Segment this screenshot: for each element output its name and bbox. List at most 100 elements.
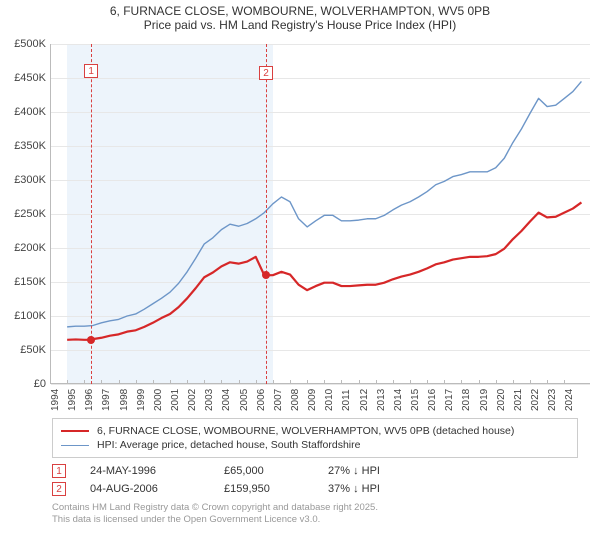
title-address: 6, FURNACE CLOSE, WOMBOURNE, WOLVERHAMPT…	[10, 4, 590, 18]
x-axis-label: 1997	[101, 389, 112, 411]
sale-price-1: £65,000	[224, 465, 304, 477]
sale-badge-1: 1	[84, 64, 98, 78]
y-axis-label: £350K	[0, 140, 46, 152]
y-axis-label: £100K	[0, 310, 46, 322]
x-axis-label: 2019	[479, 389, 490, 411]
y-axis-label: £500K	[0, 38, 46, 50]
x-tick	[119, 380, 120, 384]
x-axis-label: 1995	[67, 389, 78, 411]
title-subtitle: Price paid vs. HM Land Registry's House …	[10, 18, 590, 32]
x-axis-label: 2012	[359, 389, 370, 411]
legend-row-property: 6, FURNACE CLOSE, WOMBOURNE, WOLVERHAMPT…	[61, 424, 569, 438]
gridline	[51, 384, 590, 385]
x-axis-label: 2001	[170, 389, 181, 411]
sale-date-2: 04-AUG-2006	[90, 483, 200, 495]
y-axis-label: £200K	[0, 242, 46, 254]
sale-date-1: 24-MAY-1996	[90, 465, 200, 477]
x-tick	[393, 380, 394, 384]
sales-row-1: 1 24-MAY-1996 £65,000 27% ↓ HPI	[52, 462, 578, 480]
x-tick	[67, 380, 68, 384]
sales-table: 1 24-MAY-1996 £65,000 27% ↓ HPI 2 04-AUG…	[52, 462, 578, 498]
x-tick	[513, 380, 514, 384]
x-axis-label: 2003	[204, 389, 215, 411]
x-axis-label: 2008	[290, 389, 301, 411]
x-axis-label: 2011	[341, 389, 352, 411]
y-axis-label: £300K	[0, 174, 46, 186]
footer-line2: This data is licensed under the Open Gov…	[52, 514, 578, 526]
y-axis-label: £150K	[0, 276, 46, 288]
sale-index-2: 2	[52, 482, 66, 496]
x-tick	[290, 380, 291, 384]
x-axis-label: 2016	[427, 389, 438, 411]
x-tick	[170, 380, 171, 384]
x-tick	[427, 380, 428, 384]
y-axis-label: £400K	[0, 106, 46, 118]
x-tick	[410, 380, 411, 384]
line-series-svg	[50, 44, 590, 384]
x-axis-label: 2006	[256, 389, 267, 411]
x-tick	[153, 380, 154, 384]
x-tick	[221, 380, 222, 384]
series-property	[67, 202, 581, 339]
x-tick	[444, 380, 445, 384]
x-tick	[359, 380, 360, 384]
x-axis-label: 2022	[530, 389, 541, 411]
x-tick	[84, 380, 85, 384]
x-axis-label: 2017	[444, 389, 455, 411]
x-tick	[547, 380, 548, 384]
x-axis-label: 2002	[187, 389, 198, 411]
x-axis-label: 1996	[84, 389, 95, 411]
y-axis-label: £250K	[0, 208, 46, 220]
x-tick	[136, 380, 137, 384]
x-tick	[256, 380, 257, 384]
sales-row-2: 2 04-AUG-2006 £159,950 37% ↓ HPI	[52, 480, 578, 498]
series-hpi	[67, 81, 581, 326]
x-tick	[341, 380, 342, 384]
legend-row-hpi: HPI: Average price, detached house, Sout…	[61, 438, 569, 452]
x-tick	[50, 380, 51, 384]
x-tick	[307, 380, 308, 384]
x-axis-label: 2013	[376, 389, 387, 411]
y-axis-label: £450K	[0, 72, 46, 84]
x-tick	[564, 380, 565, 384]
x-axis-label: 2015	[410, 389, 421, 411]
sale-badge-2: 2	[259, 66, 273, 80]
x-axis-label: 1998	[119, 389, 130, 411]
x-tick	[376, 380, 377, 384]
chart-title: 6, FURNACE CLOSE, WOMBOURNE, WOLVERHAMPT…	[0, 0, 600, 34]
x-axis-label: 2005	[239, 389, 250, 411]
x-tick	[479, 380, 480, 384]
x-tick	[496, 380, 497, 384]
sale-delta-1: 27% ↓ HPI	[328, 465, 380, 477]
x-axis-label: 2023	[547, 389, 558, 411]
x-axis-label: 2010	[324, 389, 335, 411]
legend-swatch-property	[61, 430, 89, 432]
x-tick	[239, 380, 240, 384]
x-axis-label: 2000	[153, 389, 164, 411]
sale-vline-1	[91, 44, 92, 384]
x-axis-label: 2020	[496, 389, 507, 411]
footer-attribution: Contains HM Land Registry data © Crown c…	[52, 502, 578, 526]
x-axis-label: 2004	[221, 389, 232, 411]
legend-swatch-hpi	[61, 445, 89, 446]
x-axis-label: 1994	[50, 389, 61, 411]
footer-line1: Contains HM Land Registry data © Crown c…	[52, 502, 578, 514]
legend-label-hpi: HPI: Average price, detached house, Sout…	[97, 439, 360, 451]
sale-index-1: 1	[52, 464, 66, 478]
x-tick	[461, 380, 462, 384]
sale-dot-2	[262, 271, 270, 279]
x-tick	[204, 380, 205, 384]
x-tick	[530, 380, 531, 384]
x-axis-label: 2007	[273, 389, 284, 411]
sale-dot-1	[87, 336, 95, 344]
x-axis-label: 2018	[461, 389, 472, 411]
chart-container: £0 £50K £100K £150K £200K £250K £300K £350K £400…	[0, 34, 600, 414]
y-axis-label: £50K	[0, 344, 46, 356]
x-axis-label: 1999	[136, 389, 147, 411]
sale-vline-2	[266, 44, 267, 384]
x-tick	[101, 380, 102, 384]
x-axis-label: 2014	[393, 389, 404, 411]
y-axis-label: £0	[0, 378, 46, 390]
legend: 6, FURNACE CLOSE, WOMBOURNE, WOLVERHAMPT…	[52, 418, 578, 458]
x-tick	[187, 380, 188, 384]
